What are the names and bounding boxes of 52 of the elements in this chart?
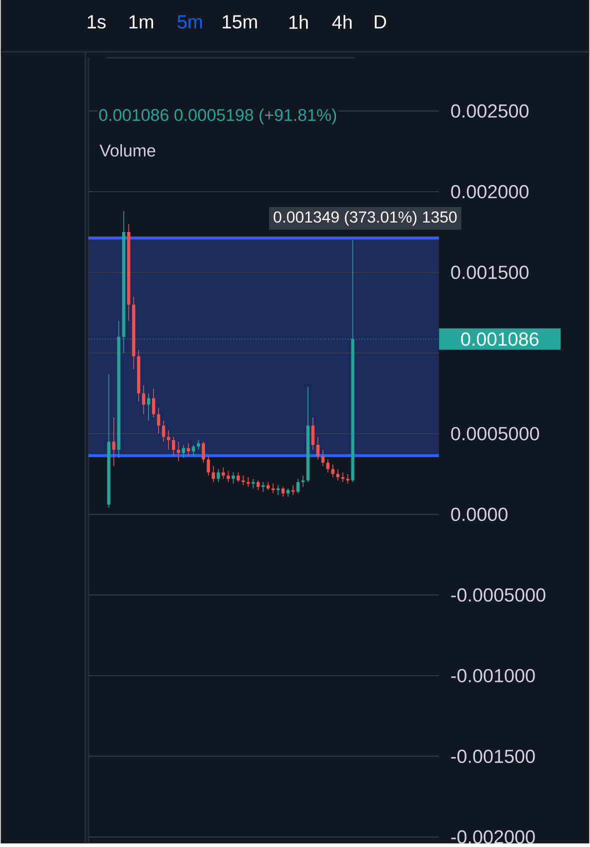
candlestick <box>222 467 225 480</box>
candlestick <box>252 478 255 489</box>
candlestick <box>162 420 166 442</box>
y-tick-label: 0.002000 <box>451 184 529 198</box>
candlestick <box>296 478 300 494</box>
candlestick <box>206 456 210 476</box>
candlestick <box>331 464 334 478</box>
candlestick <box>232 472 235 484</box>
candlestick <box>341 472 344 482</box>
text: 15m <box>222 15 257 29</box>
text: 1h <box>289 15 308 29</box>
candlestick <box>256 480 260 491</box>
candlestick <box>226 470 230 482</box>
y-tick-label: -0.002000 <box>451 830 535 844</box>
ref-line-label: 0.001086 <box>461 332 538 346</box>
candlestick <box>216 468 220 482</box>
text: 0.001086 0.0005198 (+91.81%) <box>99 108 336 124</box>
candlestick <box>152 388 156 418</box>
candlestick <box>212 466 215 482</box>
candlestick <box>182 444 186 458</box>
candlestick <box>192 444 196 457</box>
candlestick <box>156 407 160 434</box>
candlestick <box>242 475 245 486</box>
candlestick <box>236 472 240 482</box>
y-tick-label: -0.001000 <box>451 668 535 682</box>
annotation: Volume <box>100 144 156 157</box>
y-tick-label: 0.002500 <box>451 104 529 118</box>
candlestick <box>326 459 330 473</box>
candlestick <box>316 436 320 460</box>
candlestick <box>202 441 205 464</box>
candlestick <box>346 474 350 484</box>
band-label: 0.001349 (373.01%) 1350 <box>274 210 457 226</box>
text: 5m <box>178 15 202 29</box>
candlestick <box>112 417 116 466</box>
y-tick-label: 0.0005000 <box>451 426 540 440</box>
y-tick-label: -0.0005000 <box>451 588 546 602</box>
candlestick <box>321 449 324 466</box>
y-tick-label: -0.001500 <box>451 750 535 764</box>
candlestick <box>142 384 146 415</box>
text: D <box>374 15 386 28</box>
candlestick <box>336 468 340 481</box>
text: 1m <box>129 15 154 28</box>
candlestick <box>186 442 190 457</box>
candlestick <box>147 392 150 422</box>
text: 4h <box>332 15 352 29</box>
candlestick <box>281 486 285 497</box>
y-tick-label: 0.0000 <box>451 508 508 522</box>
candlestick <box>311 417 315 450</box>
text: 1s <box>88 15 106 29</box>
y-tick-label: 0.001500 <box>451 266 529 280</box>
candlestick <box>246 476 250 488</box>
candlestick <box>172 436 176 457</box>
